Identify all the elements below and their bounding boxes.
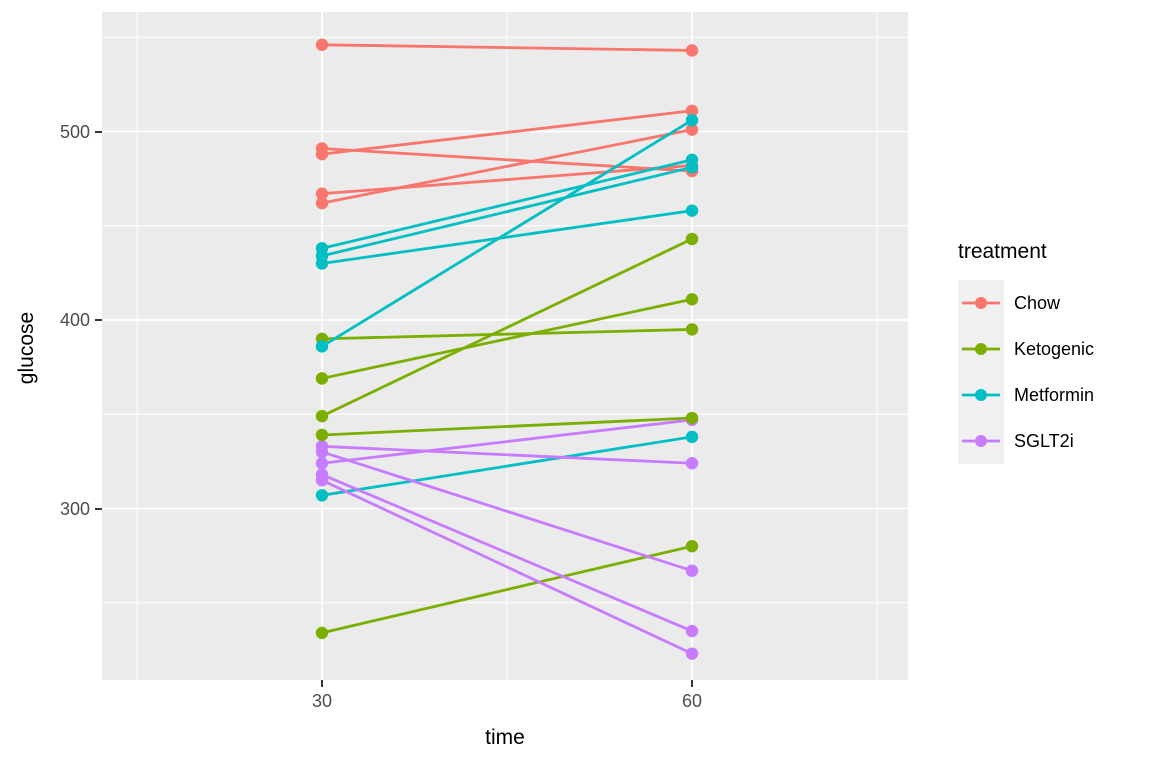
y-tick-label: 300 bbox=[59, 498, 90, 519]
legend-title: treatment bbox=[958, 240, 1047, 263]
series-line-chow bbox=[321, 43, 693, 52]
legend-label: Ketogenic bbox=[1014, 338, 1095, 359]
legend-item-metformin: Metformin bbox=[958, 372, 1094, 418]
x-tick-label: 60 bbox=[681, 691, 703, 711]
data-point-metformin bbox=[685, 204, 699, 217]
data-point-chow bbox=[685, 123, 699, 136]
data-point-sglt2i bbox=[685, 564, 699, 577]
series-line-metformin bbox=[321, 165, 693, 258]
series-line-ketogenic bbox=[321, 416, 693, 437]
data-point-ketogenic bbox=[685, 323, 699, 336]
legend-label: SGLT2i bbox=[1014, 430, 1074, 451]
data-point-sglt2i bbox=[315, 457, 329, 470]
data-point-sglt2i bbox=[315, 445, 329, 459]
data-point-metformin bbox=[315, 489, 329, 502]
series-line-ketogenic bbox=[321, 297, 693, 380]
y-tick-mark bbox=[95, 130, 102, 133]
legend-item-chow: Chow bbox=[958, 280, 1094, 326]
legend-items: Chow Ketogenic Metformin SGLT2i bbox=[958, 280, 1094, 464]
data-point-ketogenic bbox=[685, 540, 699, 553]
data-point-chow bbox=[685, 44, 699, 57]
data-point-ketogenic bbox=[315, 626, 329, 640]
series-line-chow bbox=[321, 147, 693, 173]
series-line-sglt2i bbox=[321, 418, 693, 465]
y-tick-label: 500 bbox=[59, 121, 90, 142]
data-point-sglt2i bbox=[315, 474, 329, 487]
data-point-metformin bbox=[685, 430, 699, 444]
legend: treatment Chow Ketogenic Metformin SGLT2i bbox=[958, 240, 1094, 464]
data-point-ketogenic bbox=[315, 409, 329, 423]
series-line-chow bbox=[321, 128, 693, 205]
series-line-metformin bbox=[321, 158, 693, 250]
series-line-sglt2i bbox=[321, 473, 693, 633]
plot-area bbox=[102, 12, 908, 680]
x-tick-label: 30 bbox=[311, 691, 333, 711]
x-tick-mark bbox=[691, 680, 693, 687]
data-point-ketogenic bbox=[685, 411, 699, 425]
data-point-metformin bbox=[685, 161, 699, 174]
series-line-sglt2i bbox=[321, 450, 693, 573]
series-line-metformin bbox=[321, 209, 693, 265]
legend-key-icon bbox=[958, 372, 1004, 418]
series-line-metformin bbox=[321, 435, 693, 497]
series-line-ketogenic bbox=[321, 544, 693, 635]
data-point-chow bbox=[315, 147, 329, 161]
series-line-ketogenic bbox=[321, 237, 693, 418]
data-point-ketogenic bbox=[315, 428, 329, 442]
legend-key-icon bbox=[958, 280, 1004, 326]
data-point-chow bbox=[315, 196, 329, 210]
series-line-sglt2i bbox=[321, 478, 693, 655]
data-point-chow bbox=[685, 104, 699, 117]
y-tick-label: 400 bbox=[59, 310, 90, 330]
legend-item-sglt2i: SGLT2i bbox=[958, 418, 1094, 464]
data-point-chow bbox=[315, 187, 329, 200]
series-line-sglt2i bbox=[321, 444, 693, 465]
legend-key-icon bbox=[958, 418, 1004, 464]
legend-label: Chow bbox=[1014, 292, 1061, 313]
data-point-chow bbox=[315, 38, 329, 51]
data-point-metformin bbox=[315, 340, 329, 353]
legend-item-ketogenic: Ketogenic bbox=[958, 326, 1094, 372]
legend-label: Metformin bbox=[1014, 384, 1095, 405]
x-axis-title: time bbox=[485, 726, 525, 749]
data-point-sglt2i bbox=[685, 457, 699, 470]
data-point-sglt2i bbox=[685, 624, 699, 638]
series-line-chow bbox=[321, 164, 693, 196]
y-axis-title: glucose bbox=[15, 311, 38, 385]
data-point-ketogenic bbox=[685, 232, 699, 246]
data-point-sglt2i bbox=[685, 647, 699, 660]
x-tick-mark bbox=[321, 680, 323, 687]
data-point-ketogenic bbox=[685, 293, 699, 306]
series-line-metformin bbox=[321, 118, 693, 348]
data-point-metformin bbox=[315, 257, 329, 270]
series-line-chow bbox=[321, 109, 693, 156]
y-tick-mark bbox=[95, 507, 102, 510]
data-point-ketogenic bbox=[315, 372, 329, 385]
plot-panel bbox=[102, 12, 908, 680]
series-line-ketogenic bbox=[321, 328, 693, 341]
y-tick-mark bbox=[95, 319, 102, 321]
data-point-metformin bbox=[685, 113, 699, 127]
legend-key-icon bbox=[958, 326, 1004, 372]
